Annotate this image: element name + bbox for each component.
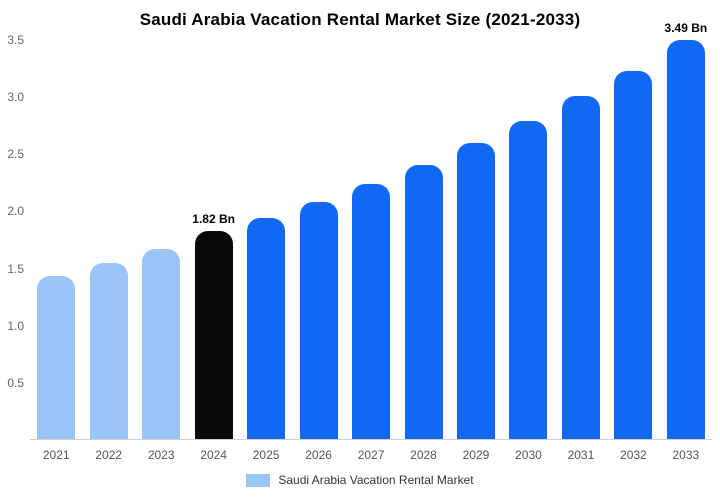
- plot-area: 1.82 Bn 3.49 Bn: [30, 21, 712, 440]
- bar-slot-2021: [30, 275, 82, 439]
- bar-slot-2033: 3.49 Bn: [660, 21, 712, 439]
- x-axis-label-2021: 2021: [42, 448, 70, 462]
- bar-2028[interactable]: [404, 164, 443, 439]
- data-label-2033: 3.49 Bn: [664, 21, 708, 36]
- bar-2031[interactable]: [561, 96, 600, 439]
- bar-slot-2023: [135, 249, 187, 439]
- bar-2022[interactable]: [89, 263, 128, 439]
- x-axis-label-2023: 2023: [147, 448, 175, 462]
- bar-2023[interactable]: [142, 249, 181, 439]
- x-axis-label-2024: 2024: [200, 448, 227, 462]
- bar-slot-2026: [292, 202, 344, 439]
- x-axis-label-2022: 2022: [95, 448, 123, 462]
- bar-slot-2027: [345, 184, 397, 439]
- bar-slot-2029: [450, 143, 502, 439]
- x-axis-label-2030: 2030: [515, 448, 542, 462]
- legend-item-market[interactable]: Saudi Arabia Vacation Rental Market: [246, 473, 474, 487]
- bar-2026[interactable]: [299, 202, 338, 439]
- x-axis-label-2032: 2032: [620, 448, 647, 462]
- legend-label: Saudi Arabia Vacation Rental Market: [278, 473, 474, 487]
- bar-slot-2031: [555, 96, 607, 439]
- bar-2025[interactable]: [247, 218, 286, 439]
- x-axis-label-2027: 2027: [357, 448, 385, 462]
- x-axis-label-2026: 2026: [305, 448, 332, 462]
- y-tick-label: 3.5: [7, 33, 24, 47]
- bar-2030[interactable]: [509, 121, 548, 439]
- y-tick-label: 3.0: [7, 90, 24, 105]
- bar-slot-2032: [607, 71, 659, 439]
- x-axis-label-2031: 2031: [567, 448, 595, 462]
- y-tick-label: 2.5: [7, 147, 24, 162]
- bar-2024[interactable]: [194, 231, 233, 439]
- bar-slot-2024: 1.82 Bn: [187, 212, 239, 439]
- x-axis-row: 2021 2022 2023 2024 2025 2026 2027 2028 2029 2030…: [30, 448, 712, 462]
- bar-2032[interactable]: [614, 71, 653, 439]
- y-tick-label: 1.5: [7, 261, 24, 276]
- legend-marker-icon: [246, 473, 271, 487]
- y-tick-label: 1.0: [7, 318, 24, 333]
- legend: Saudi Arabia Vacation Rental Market: [0, 473, 720, 487]
- chart-title: Saudi Arabia Vacation Rental Market Size…: [139, 10, 581, 29]
- x-axis-label-2033: 2033: [672, 448, 700, 462]
- bar-slot-2028: [397, 164, 449, 439]
- bar-2021[interactable]: [37, 275, 76, 439]
- bar-2027[interactable]: [352, 184, 391, 439]
- x-axis-label-2029: 2029: [462, 448, 490, 462]
- bar-slot-2030: [502, 121, 554, 439]
- y-tick-label: 2.0: [7, 204, 24, 219]
- x-axis-label-2025: 2025: [252, 448, 280, 462]
- bar-2033[interactable]: [666, 40, 705, 439]
- data-label-2024: 1.82 Bn: [192, 212, 235, 226]
- bar-slot-2022: [82, 263, 134, 439]
- bar-slot-2025: [240, 218, 292, 439]
- y-tick-label: 0.5: [7, 375, 24, 390]
- y-axis: 0.5 1.0 1.5 2.0 2.5 3.0 3.5: [0, 33, 28, 440]
- bar-2029[interactable]: [456, 143, 495, 439]
- x-axis-label-2028: 2028: [410, 448, 437, 462]
